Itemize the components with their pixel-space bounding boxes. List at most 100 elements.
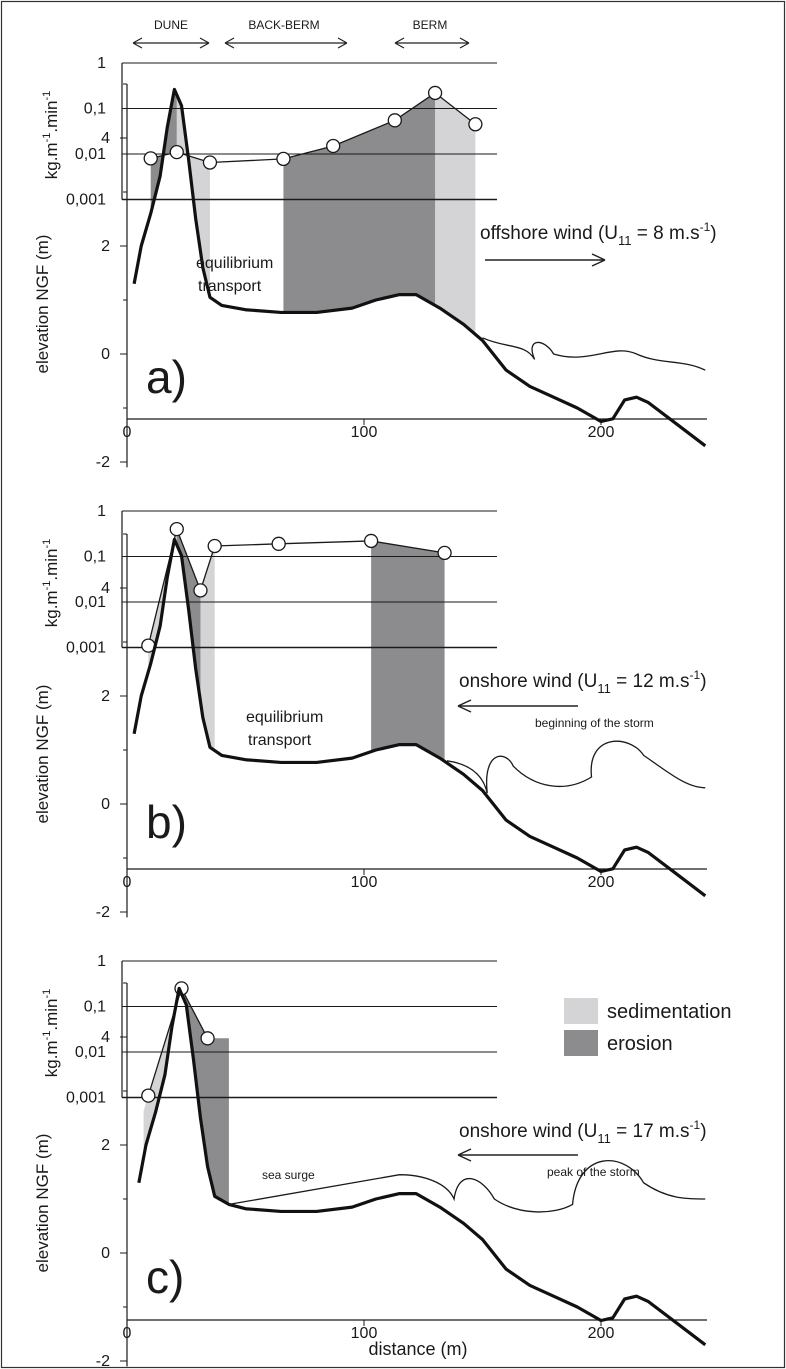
panel-c-flux-tick-label-3: 0,001 bbox=[66, 1090, 106, 1107]
panel-b-annotation-line1: equilibrium bbox=[246, 709, 323, 726]
panel-a-flux-point-5 bbox=[387, 113, 402, 128]
panel-b-flux-tick-label-3: 0,001 bbox=[66, 640, 106, 657]
panel-b-elev-tick-label-3: -2 bbox=[96, 904, 110, 921]
legend-sedimentation-swatch bbox=[564, 998, 598, 1024]
panel-a-annotation-line2: transport bbox=[198, 278, 262, 295]
panel-a-flux-ylabel: kg.m-1.min-1 bbox=[41, 91, 61, 180]
panel-a-x-tick-label-2: 200 bbox=[588, 424, 615, 441]
panel-a-flux-ylabel-part-0: kg.m bbox=[42, 142, 61, 179]
panel-a-flux-point-2 bbox=[202, 155, 218, 170]
panel-c-flux-tick-label-0: 1 bbox=[97, 953, 106, 970]
panel-a-flux-point-7 bbox=[468, 117, 483, 132]
zone-label-back-berm: BACK-BERM bbox=[248, 18, 319, 32]
panel-c-erosion-zone-1 bbox=[181, 988, 229, 1205]
panel-b-flux-point-2 bbox=[193, 583, 208, 598]
panel-a-flux-point-0 bbox=[143, 151, 158, 166]
panel-c-beach-profile bbox=[137, 986, 707, 1347]
panel-c-wind-note: peak of the storm bbox=[547, 1165, 640, 1179]
panel-a-flux-ylabel-part-1: -1 bbox=[41, 133, 53, 143]
legend-sedimentation-label: sedimentation bbox=[607, 1001, 732, 1023]
panel-a-flux-tick-label-2: 0,01 bbox=[75, 146, 106, 163]
panel-a-flux-ylabel-part-3: -1 bbox=[41, 91, 53, 101]
panel-a-annotation-line1: equilibrium bbox=[196, 255, 273, 272]
panel-b-beach-profile bbox=[132, 537, 707, 898]
panel-b-x-tick-label-0: 0 bbox=[123, 874, 132, 891]
panel-a-elev-tick-label-2: 0 bbox=[101, 346, 110, 363]
panel-b-flux-point-5 bbox=[363, 533, 379, 549]
panel-c-surge-label: sea surge bbox=[262, 1168, 315, 1182]
panel-b-wind-note: beginning of the storm bbox=[535, 716, 654, 730]
panel-b-elev-tick-label-2: 0 bbox=[101, 796, 110, 813]
panel-a-elev-ylabel: elevation NGF (m) bbox=[33, 235, 52, 374]
panel-b-flux-ylabel-part-2: .min bbox=[42, 549, 61, 581]
panel-b: 10,10,010,001kg.m-1.min-1420-2elevation … bbox=[33, 503, 707, 921]
panel-a-elev-tick-label-0: 4 bbox=[101, 130, 110, 147]
panel-c-wind-label: onshore wind (U11 = 17 m.s-1) bbox=[459, 1118, 707, 1146]
panel-c-wind-arrow bbox=[457, 1148, 578, 1162]
panel-c-flux-ylabel: kg.m-1.min-1 bbox=[41, 989, 61, 1078]
panel-b-annotation-line2: transport bbox=[248, 732, 312, 749]
zone-labels: DUNE BACK-BERM BERM bbox=[132, 18, 470, 49]
panel-b-letter: b) bbox=[146, 796, 187, 848]
panel-b-flux-tick-label-1: 0,1 bbox=[84, 549, 106, 566]
panel-b-sea-surface bbox=[446, 740, 706, 794]
panel-b-wind-label: onshore wind (U11 = 12 m.s-1) bbox=[459, 668, 707, 696]
panel-c-elev-tick-label-1: 2 bbox=[101, 1137, 110, 1154]
panel-b-elev-tick-label-1: 2 bbox=[101, 688, 110, 705]
panel-b-flux-point-6 bbox=[437, 545, 452, 561]
panel-a-wind-label: offshore wind (U11 = 8 m.s-1) bbox=[480, 220, 717, 248]
panel-b-flux-ylabel-part-3: -1 bbox=[41, 539, 53, 549]
panel-c-flux-ylabel-part-1: -1 bbox=[41, 1031, 53, 1041]
panel-a-flux-ylabel-part-2: .min bbox=[42, 101, 61, 133]
panel-a-flux-point-4 bbox=[326, 138, 341, 154]
legend: sedimentation erosion bbox=[564, 998, 732, 1056]
panel-a-x-tick-label-0: 0 bbox=[123, 424, 132, 441]
legend-erosion-swatch bbox=[564, 1030, 598, 1056]
legend-erosion-label: erosion bbox=[607, 1033, 673, 1055]
panel-b-flux-point-3 bbox=[207, 538, 222, 554]
panel-a-elev-tick-label-1: 2 bbox=[101, 238, 110, 255]
panel-b-x-tick-label-2: 200 bbox=[588, 874, 615, 891]
panel-c-x-tick-label-0: 0 bbox=[123, 1325, 132, 1342]
zone-arrow-dune bbox=[132, 37, 210, 49]
panel-a-wind-arrow bbox=[485, 253, 606, 267]
panel-c-flux-ylabel-part-3: -1 bbox=[41, 989, 53, 999]
panel-a-sedimentation-zone-1 bbox=[435, 92, 476, 335]
zone-label-berm: BERM bbox=[413, 18, 448, 32]
panel-a-sea-surface bbox=[482, 337, 706, 371]
panel-c-flux-tick-label-1: 0,1 bbox=[84, 999, 106, 1016]
panel-b-wind-arrow bbox=[457, 699, 578, 713]
panel-c-elev-tick-label-2: 0 bbox=[101, 1245, 110, 1262]
panel-c-x-tick-label-2: 200 bbox=[588, 1325, 615, 1342]
zone-label-dune: DUNE bbox=[154, 18, 188, 32]
panel-c: 10,10,010,001kg.m-1.min-1420-2elevation … bbox=[33, 953, 707, 1369]
panel-c-flux-tick-label-2: 0,01 bbox=[75, 1044, 106, 1061]
panel-c-letter: c) bbox=[146, 1251, 184, 1303]
panel-a-flux-point-1 bbox=[169, 144, 184, 160]
x-axis-title: distance (m) bbox=[368, 1339, 467, 1359]
panel-a-letter: a) bbox=[146, 351, 187, 403]
panel-a-flux-tick-label-3: 0,001 bbox=[66, 192, 106, 209]
panel-b-flux-ylabel-part-0: kg.m bbox=[42, 590, 61, 627]
panel-b-x-tick-label-1: 100 bbox=[351, 874, 378, 891]
panel-b-elev-tick-label-0: 4 bbox=[101, 580, 110, 597]
panel-b-flux-point-1 bbox=[169, 521, 184, 537]
panel-c-flux-point-2 bbox=[200, 1031, 215, 1046]
panel-c-flux-point-0 bbox=[141, 1088, 156, 1103]
panel-c-sea-surface bbox=[228, 1160, 706, 1213]
panel-b-elev-ylabel: elevation NGF (m) bbox=[33, 685, 52, 824]
panel-c-elev-tick-label-0: 4 bbox=[101, 1029, 110, 1046]
panel-b-flux-point-4 bbox=[271, 536, 286, 551]
panel-a-elev-tick-label-3: -2 bbox=[96, 454, 110, 471]
panel-b-flux-ylabel-part-1: -1 bbox=[41, 581, 53, 591]
zone-arrow-back-berm bbox=[224, 37, 348, 49]
panel-c-elev-tick-label-3: -2 bbox=[96, 1353, 110, 1369]
panel-b-flux-tick-label-2: 0,01 bbox=[75, 594, 106, 611]
panel-b-erosion-zone-3 bbox=[371, 540, 445, 762]
panel-c-flux-ylabel-part-0: kg.m bbox=[42, 1040, 61, 1077]
panel-a-flux-tick-label-0: 1 bbox=[97, 55, 106, 72]
panel-a-x-tick-label-1: 100 bbox=[351, 424, 378, 441]
panel-a-flux-point-6 bbox=[427, 85, 443, 101]
